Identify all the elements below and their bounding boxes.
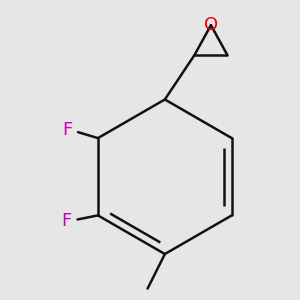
Text: F: F	[62, 122, 72, 140]
Text: F: F	[61, 212, 72, 230]
Text: O: O	[204, 16, 218, 34]
